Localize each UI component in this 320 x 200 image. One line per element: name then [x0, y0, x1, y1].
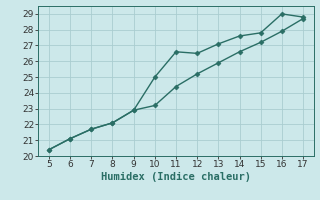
X-axis label: Humidex (Indice chaleur): Humidex (Indice chaleur)	[101, 172, 251, 182]
